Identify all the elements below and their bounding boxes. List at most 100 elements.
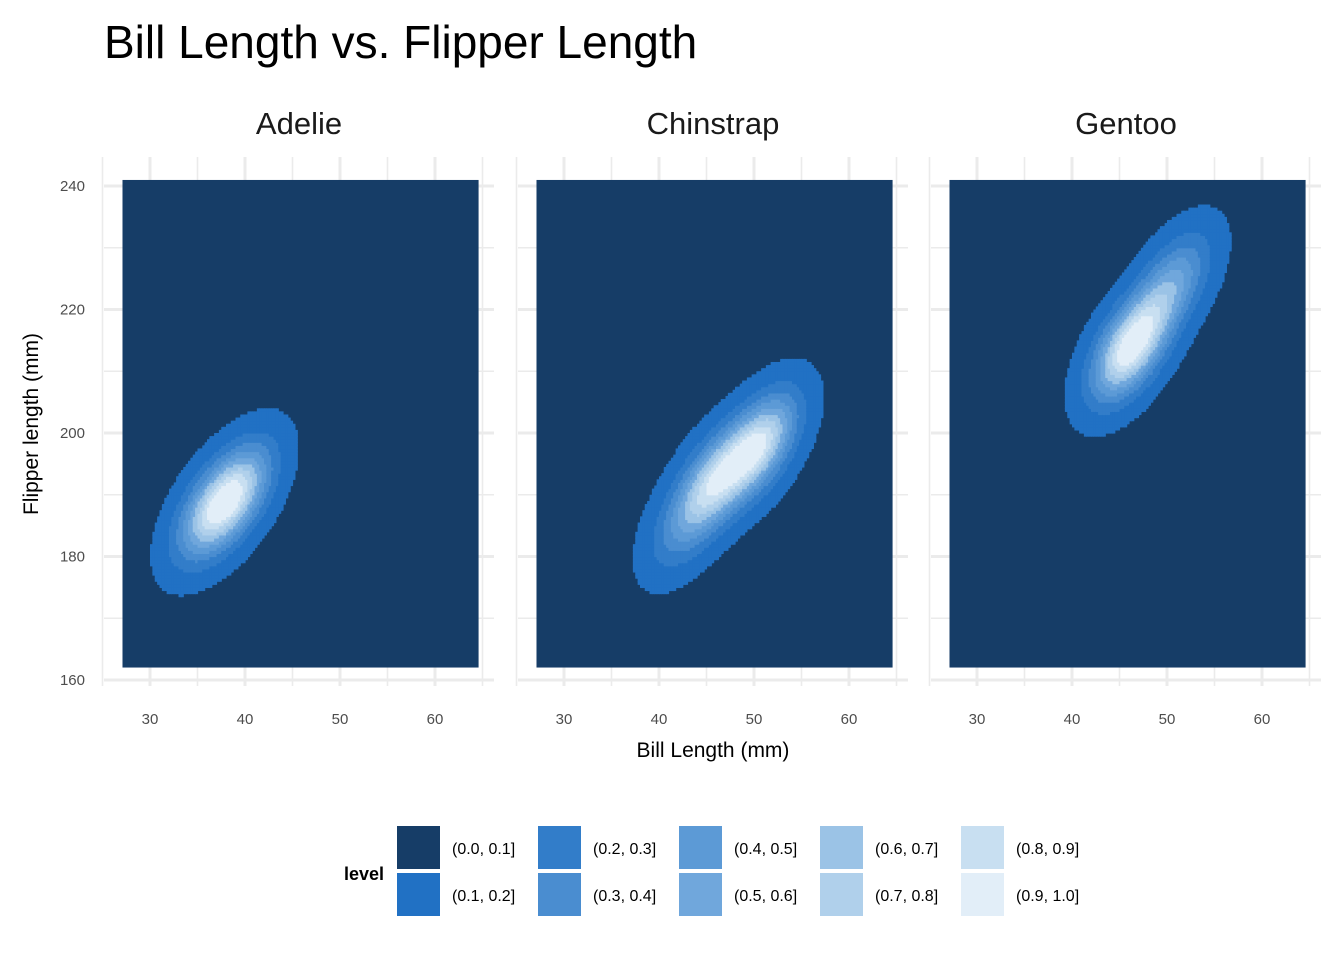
density-cell [713, 426, 717, 431]
density-cell [708, 448, 712, 453]
density-cell [670, 476, 674, 480]
density-cell [637, 537, 641, 542]
density-cell [264, 497, 267, 502]
density-cell [711, 513, 715, 517]
density-cell [737, 476, 741, 480]
density-cell [192, 513, 196, 517]
density-cell [275, 500, 279, 505]
density-cell [716, 491, 719, 496]
density-cell [749, 414, 753, 419]
density-cell [157, 516, 161, 521]
density-cell [264, 485, 267, 490]
density-cell [654, 581, 658, 585]
density-cell [699, 426, 703, 431]
density-cell [751, 510, 755, 514]
density-cell [188, 525, 191, 530]
density-cell [661, 504, 665, 508]
density-cell [152, 553, 156, 558]
density-cell [171, 525, 175, 530]
density-cell [176, 534, 180, 539]
density-cell [706, 433, 710, 437]
density-cell [642, 528, 646, 533]
density-cell [228, 433, 232, 437]
density-cell [739, 476, 743, 480]
density-cell [178, 534, 182, 539]
density-cell [682, 556, 686, 561]
density-cell [711, 429, 715, 434]
density-cell [185, 587, 189, 592]
density-cell [656, 507, 660, 511]
density-cell [706, 454, 710, 459]
density-cell [751, 500, 755, 505]
density-cell [675, 473, 679, 477]
density-cell [697, 439, 700, 443]
density-cell [197, 507, 201, 511]
density-cell [644, 541, 648, 545]
density-cell [678, 553, 681, 558]
density-cell [268, 510, 272, 514]
density-cell [765, 479, 769, 483]
density-cell [223, 433, 227, 437]
density-cell [283, 500, 286, 505]
density-cell [716, 445, 719, 450]
density-cell [685, 497, 689, 502]
density-cell [188, 497, 191, 502]
density-cell [723, 547, 727, 551]
density-cell [685, 571, 689, 576]
density-cell [235, 454, 239, 459]
density-cell [273, 442, 277, 446]
density-cell [730, 500, 734, 505]
density-cell [211, 556, 215, 561]
density-cell [720, 408, 724, 412]
density-cell [271, 448, 275, 453]
density-cell [701, 550, 705, 555]
density-cell [235, 547, 239, 551]
density-cell [252, 510, 256, 514]
density-cell [171, 522, 175, 527]
density-cell [183, 510, 187, 514]
density-cell [706, 473, 710, 477]
density-cell [271, 460, 275, 465]
density-cell [195, 457, 199, 462]
density-cell [199, 463, 203, 468]
density-cell [218, 473, 222, 477]
density-cell [285, 470, 289, 474]
density-cell [673, 581, 677, 585]
density-cell [751, 433, 755, 437]
density-cell [742, 408, 746, 412]
density-cell [252, 470, 256, 474]
density-cell [718, 528, 722, 533]
density-cell [218, 513, 222, 517]
density-cell [230, 420, 234, 425]
density-cell [725, 411, 729, 416]
density-cell [737, 442, 741, 446]
density-cell [242, 420, 246, 425]
density-cell [285, 476, 289, 480]
density-cell [159, 510, 163, 514]
density-cell [211, 494, 215, 499]
density-cell [637, 534, 641, 539]
density-cell [285, 454, 289, 459]
density-cell [701, 476, 705, 480]
density-cell [242, 442, 246, 446]
density-cell [171, 553, 175, 558]
density-cell [178, 565, 182, 570]
density-cell [233, 420, 237, 425]
density-cell [756, 377, 760, 382]
density-cell [763, 436, 767, 440]
density-cell [718, 402, 722, 406]
density-cell [280, 497, 284, 502]
density-cell [235, 433, 239, 437]
density-cell [666, 537, 670, 542]
density-cell [668, 510, 672, 514]
density-cell [768, 392, 772, 397]
density-cell [264, 507, 267, 511]
density-cell [230, 439, 234, 443]
density-cell [226, 473, 229, 477]
density-cell [732, 537, 736, 542]
density-cell [689, 433, 693, 437]
density-cell [166, 575, 170, 579]
density-cell [190, 510, 194, 514]
density-cell [661, 528, 665, 533]
density-cell [737, 522, 741, 527]
